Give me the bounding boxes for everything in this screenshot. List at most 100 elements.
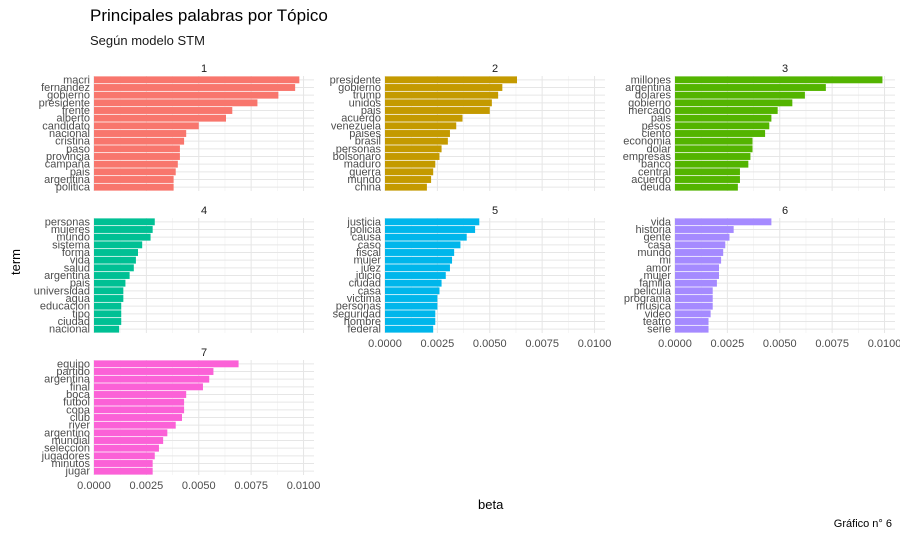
y-tick-label: jugar xyxy=(65,466,91,478)
x-tick-label: 0.0075 xyxy=(234,480,268,492)
facet-label: 1 xyxy=(201,63,207,75)
y-tick-label: mundo xyxy=(637,247,671,259)
y-tick-label: mercado xyxy=(628,105,671,117)
bar-unidos xyxy=(385,99,492,107)
y-tick-label: deuda xyxy=(640,182,671,194)
y-tick-label: historia xyxy=(636,224,672,236)
y-tick-label: salud xyxy=(64,262,90,274)
bar-juez xyxy=(385,264,450,272)
bar-guerra xyxy=(385,168,434,176)
bar-campaña xyxy=(94,160,178,168)
y-tick-label: ciudad xyxy=(58,316,90,328)
bar-personas xyxy=(385,302,438,310)
y-tick-label: boca xyxy=(66,389,91,401)
bar-jugar xyxy=(94,467,153,475)
bar-familia xyxy=(675,279,717,287)
bar-venezuela xyxy=(385,122,457,130)
y-tick-label: policia xyxy=(350,224,382,236)
bar-forma xyxy=(94,249,138,256)
y-tick-label: educacion xyxy=(40,301,90,313)
bar-empresas xyxy=(675,153,751,160)
x-tick-label: 0.0050 xyxy=(182,480,216,492)
bar-mujer xyxy=(675,272,719,279)
bar-pesos xyxy=(675,122,770,130)
y-tick-label: banco xyxy=(641,159,671,171)
bar-mundial xyxy=(94,437,164,444)
y-tick-label: acuerdo xyxy=(341,113,381,125)
bar-banco xyxy=(675,160,749,168)
y-tick-label: victima xyxy=(347,293,382,305)
y-tick-label: pelicula xyxy=(634,285,672,297)
x-axis-label: beta xyxy=(478,497,504,512)
bar-agua xyxy=(94,295,124,302)
y-tick-label: brasil xyxy=(355,136,381,148)
bar-provincia xyxy=(94,153,180,160)
bar-casa xyxy=(385,287,440,295)
x-tick-label: 0.0050 xyxy=(763,338,797,350)
bar-pais xyxy=(94,279,126,287)
y-tick-label: pais xyxy=(70,278,91,290)
y-tick-label: presidente xyxy=(39,97,90,109)
bar-musica xyxy=(675,302,713,310)
y-tick-label: juez xyxy=(360,262,381,274)
y-tick-label: trump xyxy=(353,90,381,102)
y-tick-label: nacional xyxy=(49,324,90,336)
y-tick-label: cristina xyxy=(55,136,91,148)
bar-economia xyxy=(675,137,753,145)
bar-sistema xyxy=(94,241,143,249)
y-tick-label: frente xyxy=(62,105,90,117)
y-tick-label: candidato xyxy=(42,120,90,132)
facet-panel-5: 5 justiciapoliciacausacasofiscalmujerjuez… xyxy=(333,205,612,350)
bar-bolsonaro xyxy=(385,153,440,160)
bar-brasil xyxy=(385,137,448,145)
bar-teatro xyxy=(675,318,709,325)
y-tick-label: mujer xyxy=(643,270,671,282)
bar-presidente xyxy=(385,76,517,84)
x-tick-label: 0.0025 xyxy=(130,480,164,492)
y-tick-label: campaña xyxy=(45,159,91,171)
bar-mercado xyxy=(675,107,778,114)
y-tick-label: federal xyxy=(347,324,381,336)
bar-gobierno xyxy=(94,91,279,99)
bar-paso xyxy=(94,145,180,153)
bar-minutos xyxy=(94,460,153,467)
bar-justicia xyxy=(385,218,480,226)
y-tick-label: pais xyxy=(70,166,91,178)
y-tick-label: millones xyxy=(631,74,672,86)
bar-equipo xyxy=(94,360,239,368)
facet-panel-6: 6 vidahistoriagentecasamundomiamormujerfa… xyxy=(624,205,900,350)
y-tick-label: personas xyxy=(336,143,382,155)
facet-panel-1: 1macrifernandezgobiernopresidentefrentea… xyxy=(39,63,314,194)
y-tick-label: copa xyxy=(66,404,91,416)
y-tick-label: argentina xyxy=(625,82,672,94)
bar-pelicula xyxy=(675,287,713,295)
bar-victima xyxy=(385,295,438,302)
y-tick-label: serie xyxy=(647,324,671,336)
bar-vida xyxy=(94,256,136,264)
y-tick-label: fiscal xyxy=(356,247,381,259)
facet-label: 7 xyxy=(201,347,207,359)
x-tick-label: 0.0075 xyxy=(525,338,559,350)
y-tick-label: pais xyxy=(361,105,382,117)
y-tick-label: amor xyxy=(646,262,671,274)
bar-partido xyxy=(94,368,214,375)
bar-gente xyxy=(675,233,730,241)
bar-mujeres xyxy=(94,226,153,233)
bar-causa xyxy=(385,233,467,241)
bar-ciudad xyxy=(385,279,442,287)
bar-vida xyxy=(675,218,772,226)
y-tick-label: gobierno xyxy=(47,90,90,102)
y-tick-label: casa xyxy=(648,239,672,251)
bar-pais xyxy=(385,107,490,114)
y-tick-label: paises xyxy=(349,128,381,140)
y-tick-label: futbol xyxy=(63,397,90,409)
x-tick-label: 0.0025 xyxy=(421,338,455,350)
bar-pais xyxy=(94,168,176,176)
y-tick-label: paso xyxy=(66,143,90,155)
y-tick-label: alberto xyxy=(56,113,90,125)
bar-salud xyxy=(94,264,134,272)
bar-fiscal xyxy=(385,249,455,256)
y-tick-label: economia xyxy=(623,136,672,148)
x-tick-label: 0.0000 xyxy=(368,338,402,350)
